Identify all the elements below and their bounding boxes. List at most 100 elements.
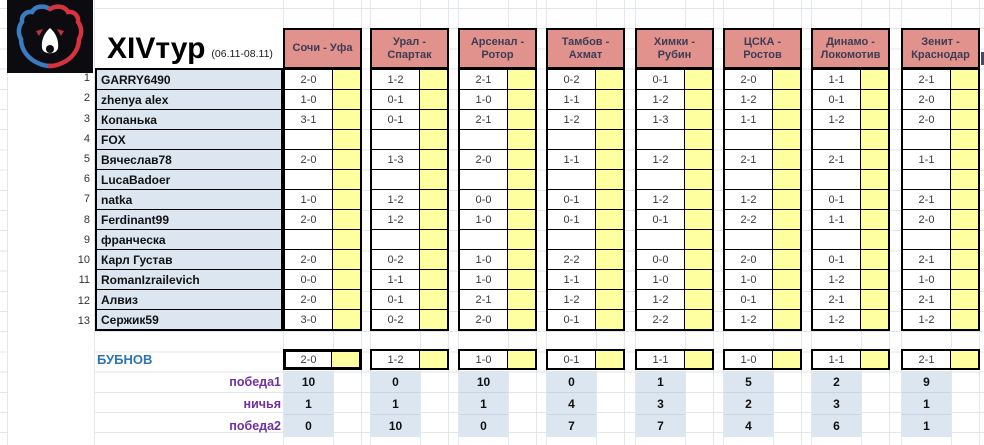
match-header-cell[interactable]: Динамо - Локомотив — [811, 28, 890, 69]
prediction-cell[interactable]: 0-1 — [813, 90, 861, 109]
player-name-cell[interactable]: LucaBadoer — [97, 170, 281, 190]
points-cell[interactable] — [861, 230, 888, 249]
points-cell[interactable] — [333, 290, 360, 309]
player-name-cell[interactable]: Копанька — [97, 110, 281, 130]
stat-value-cell[interactable]: 9 — [902, 371, 951, 393]
prediction-cell[interactable]: 2-1 — [813, 150, 861, 169]
stat-value-cell[interactable]: 1 — [284, 393, 333, 415]
points-cell[interactable] — [333, 270, 360, 289]
points-cell[interactable] — [861, 190, 888, 209]
stat-value-cell[interactable]: 0 — [305, 419, 312, 433]
points-cell[interactable] — [773, 351, 800, 368]
player-name-cell[interactable]: RomanIzrailevich — [97, 270, 281, 290]
row-number-cell[interactable]: 1 — [83, 72, 90, 85]
player-name-cell[interactable]: zhenya alex — [97, 90, 281, 110]
points-cell[interactable] — [333, 190, 360, 209]
points-cell[interactable] — [951, 270, 978, 289]
points-cell[interactable] — [420, 210, 447, 229]
player-name-cell[interactable]: GARRY6490 — [97, 70, 281, 90]
stat-value-cell[interactable]: 1 — [371, 393, 420, 415]
match-header-cell[interactable]: Сочи - Уфа — [283, 28, 362, 69]
prediction-cell[interactable] — [637, 130, 685, 149]
prediction-cell[interactable]: 0-1 — [372, 110, 420, 129]
player-name-cell[interactable]: Карл Густав — [97, 250, 281, 270]
prediction-cell[interactable]: 1-0 — [285, 90, 333, 109]
row-number-cell[interactable]: 2 — [83, 92, 90, 105]
prediction-cell[interactable] — [903, 130, 951, 149]
prediction-cell[interactable]: 1-2 — [372, 70, 420, 89]
points-cell[interactable] — [420, 90, 447, 109]
stat-value-cell[interactable]: 3 — [636, 393, 685, 415]
points-cell[interactable] — [685, 150, 712, 169]
row-number-cell[interactable]: 4 — [83, 132, 90, 145]
points-cell[interactable] — [861, 270, 888, 289]
points-cell[interactable] — [508, 190, 535, 209]
prediction-cell[interactable]: 2-0 — [903, 210, 951, 229]
prediction-cell[interactable] — [460, 170, 508, 189]
points-cell[interactable] — [596, 110, 623, 129]
prediction-cell[interactable] — [372, 130, 420, 149]
points-cell[interactable] — [332, 352, 359, 367]
stat-value-cell[interactable]: 1 — [923, 419, 930, 433]
prediction-cell[interactable] — [460, 130, 508, 149]
points-cell[interactable] — [861, 250, 888, 269]
stat-value-cell[interactable]: 7 — [657, 419, 664, 433]
points-cell[interactable] — [685, 230, 712, 249]
points-cell[interactable] — [773, 70, 800, 89]
points-cell[interactable] — [773, 290, 800, 309]
points-cell[interactable] — [773, 190, 800, 209]
player-name-cell[interactable]: Сержик59 — [101, 312, 159, 327]
points-cell[interactable] — [333, 110, 360, 129]
points-cell[interactable] — [685, 90, 712, 109]
prediction-cell[interactable] — [903, 170, 951, 189]
prediction-cell[interactable]: 1-1 — [903, 150, 951, 169]
prediction-cell[interactable]: 1-2 — [813, 110, 861, 129]
row-number-cell[interactable]: 9 — [83, 233, 90, 246]
points-cell[interactable] — [685, 210, 712, 229]
prediction-cell[interactable]: 1-1 — [372, 270, 420, 289]
prediction-cell[interactable]: 1-0 — [460, 270, 508, 289]
prediction-cell[interactable]: 2-2 — [725, 210, 773, 229]
prediction-cell[interactable]: 0-2 — [372, 310, 420, 329]
row-number-cell[interactable]: 10 — [77, 254, 90, 267]
points-cell[interactable] — [508, 351, 535, 368]
prediction-cell[interactable]: 2-0 — [903, 110, 951, 129]
points-cell[interactable] — [951, 130, 978, 149]
points-cell[interactable] — [420, 150, 447, 169]
prediction-cell[interactable]: 2-1 — [903, 70, 951, 89]
prediction-cell[interactable]: 1-1 — [548, 90, 596, 109]
prediction-cell[interactable]: 1-0 — [637, 270, 685, 289]
points-cell[interactable] — [333, 90, 360, 109]
stat-value-cell[interactable]: 0 — [480, 419, 487, 433]
prediction-cell[interactable] — [548, 170, 596, 189]
points-cell[interactable] — [333, 210, 360, 229]
stat-label-cell[interactable]: победа1 — [229, 375, 281, 389]
prediction-cell[interactable]: 1-2 — [372, 190, 420, 209]
prediction-cell[interactable] — [813, 130, 861, 149]
stat-value-cell[interactable]: 7 — [568, 419, 575, 433]
points-cell[interactable] — [508, 250, 535, 269]
points-cell[interactable] — [420, 230, 447, 249]
prediction-cell[interactable]: 1-2 — [548, 110, 596, 129]
points-cell[interactable] — [508, 270, 535, 289]
prediction-cell[interactable] — [813, 170, 861, 189]
points-cell[interactable] — [420, 170, 447, 189]
prediction-cell[interactable]: 2-1 — [460, 110, 508, 129]
points-cell[interactable] — [861, 70, 888, 89]
prediction-cell[interactable]: 2-1 — [725, 150, 773, 169]
points-cell[interactable] — [420, 351, 447, 368]
points-cell[interactable] — [685, 170, 712, 189]
points-cell[interactable] — [596, 290, 623, 309]
stat-value-cell[interactable]: 1 — [636, 371, 685, 393]
points-cell[interactable] — [773, 210, 800, 229]
points-cell[interactable] — [420, 250, 447, 269]
prediction-cell[interactable] — [460, 230, 508, 249]
points-cell[interactable] — [508, 70, 535, 89]
prediction-cell[interactable]: 0-0 — [285, 270, 333, 289]
prediction-cell[interactable]: 2-1 — [903, 190, 951, 209]
points-cell[interactable] — [685, 70, 712, 89]
prediction-cell[interactable]: 2-0 — [285, 150, 333, 169]
points-cell[interactable] — [773, 250, 800, 269]
stat-value-cell[interactable]: 1 — [459, 393, 508, 415]
prediction-cell[interactable] — [548, 130, 596, 149]
